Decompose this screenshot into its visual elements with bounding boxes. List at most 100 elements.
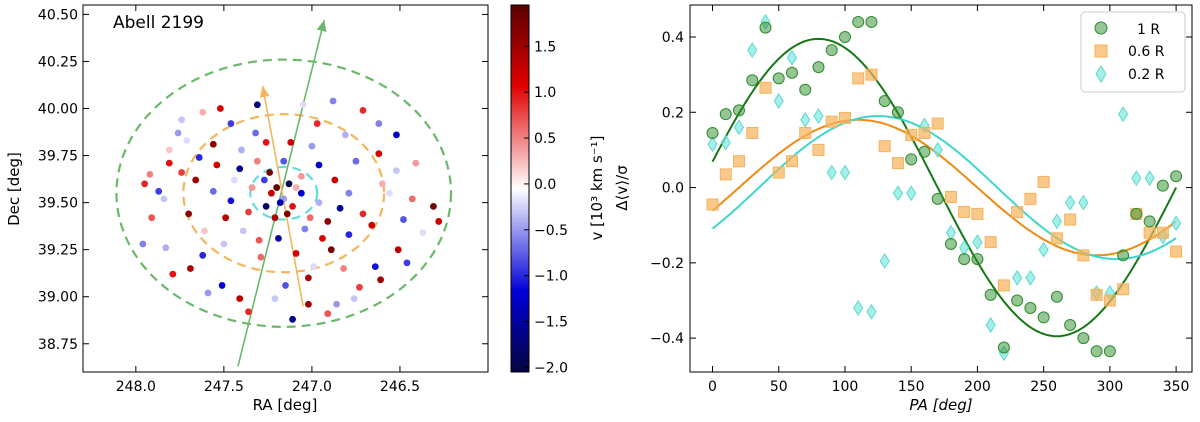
galaxy-point	[368, 221, 376, 229]
galaxy-point	[139, 240, 147, 248]
point-0-6r	[785, 155, 798, 168]
point-0-6r	[825, 115, 838, 128]
point-1r	[825, 44, 838, 57]
galaxy-point	[165, 146, 173, 154]
point-1r	[719, 108, 732, 121]
point-1r	[918, 145, 931, 158]
galaxy-point	[245, 208, 252, 216]
point-0-6r	[799, 126, 812, 139]
galaxy-point	[266, 169, 274, 176]
galaxy-point	[359, 106, 367, 114]
galaxy-point	[435, 218, 443, 225]
aperture-ellipse-0	[115, 58, 453, 328]
galaxy-point	[227, 120, 235, 127]
point-0-6r	[1077, 249, 1090, 262]
pa-x-tick-label: 250	[1030, 379, 1057, 395]
point-0-6r	[984, 236, 997, 249]
galaxy-point	[385, 189, 393, 197]
pa-x-label: PA [deg]	[909, 396, 972, 414]
pa-x-tick-label: 50	[770, 379, 788, 395]
galaxy-point	[209, 140, 217, 148]
galaxy-point	[308, 142, 316, 150]
point-0-6r	[918, 126, 931, 139]
galaxy-point	[430, 202, 437, 210]
galaxy-point	[285, 180, 293, 188]
point-1r	[1143, 215, 1156, 228]
galaxy-point	[313, 120, 321, 127]
pa-x-tick-label: 0	[708, 379, 717, 395]
galaxy-point	[329, 97, 337, 105]
legend-box	[1080, 11, 1186, 93]
pa-x-tick-label: 200	[964, 379, 991, 395]
colorbar-tick-label: 0.0	[534, 177, 556, 193]
sky-x-ticks: 248.0 247.5 247.0 246.5	[116, 5, 420, 395]
point-1r	[997, 341, 1010, 354]
galaxy-point	[155, 187, 163, 195]
galaxy-point	[292, 184, 300, 191]
sky-y-tick-label: 39.50	[38, 196, 78, 212]
sky-x-tick-label: 247.5	[204, 379, 244, 395]
colorbar-tick-label: 1.0	[534, 85, 556, 101]
point-1r	[1156, 179, 1169, 192]
galaxy-point	[280, 157, 288, 165]
galaxy-point	[375, 150, 383, 158]
point-1r	[838, 30, 851, 43]
colorbar-label: v [10³ km s⁻¹]	[588, 135, 606, 240]
colorbar-tick-label: 1.5	[534, 39, 556, 55]
point-1r	[1024, 302, 1037, 315]
galaxy-point	[218, 282, 226, 289]
point-1r	[1050, 290, 1063, 303]
galaxy-point	[403, 259, 411, 267]
galaxy-point	[377, 276, 384, 284]
direction-arrow-head-1	[259, 85, 270, 98]
galaxy-point	[304, 274, 312, 282]
galaxy-point	[260, 176, 268, 184]
point-0-6r	[838, 111, 851, 124]
pa-y-tick-label: −0.4	[650, 331, 684, 347]
point-0-6r	[958, 206, 971, 219]
galaxy-point	[169, 270, 177, 278]
galaxy-point	[201, 227, 208, 235]
legend-marker-0-6r	[1094, 44, 1108, 58]
colorbar-gradient	[510, 4, 530, 373]
galaxy-point	[408, 195, 416, 203]
point-0-6r	[905, 128, 918, 141]
galaxy-point	[393, 167, 400, 175]
galaxy-point	[275, 234, 282, 242]
sky-x-tick-label: 246.5	[380, 379, 420, 395]
point-1r	[746, 74, 759, 87]
galaxy-point	[231, 176, 238, 184]
galaxy-point	[289, 202, 296, 210]
pa-y-ticks: −0.4 −0.2 0.0 0.2 0.4	[650, 30, 1192, 347]
pa-x-tick-label: 300	[1097, 379, 1124, 395]
galaxy-point	[393, 131, 400, 139]
galaxy-point	[345, 189, 353, 197]
galaxy-point	[324, 218, 332, 225]
velocity-colorbar: −2.0 −1.5 −1.0 −0.5 0.0 0.5 1.0 1.5 v [10³ km s…	[510, 4, 606, 376]
point-1r	[905, 153, 918, 166]
legend-marker-1r	[1094, 21, 1108, 35]
galaxy-point	[419, 229, 427, 237]
galaxy-point	[253, 157, 261, 165]
sky-y-tick-label: 39.00	[38, 290, 78, 306]
point-0-2r	[1025, 269, 1036, 286]
point-0-2r	[853, 300, 864, 316]
galaxy-point	[178, 116, 186, 124]
aperture-ellipse-1	[182, 113, 386, 274]
galaxy-point	[262, 202, 270, 210]
galaxy-point	[276, 199, 284, 207]
galaxy-point	[271, 295, 279, 302]
point-0-2r	[1065, 194, 1076, 211]
point-1r	[1011, 294, 1024, 307]
galaxy-point	[310, 263, 318, 271]
point-0-2r	[1051, 213, 1062, 230]
legend-label-1r: 1 R	[1137, 22, 1160, 38]
pa-x-tick-label: 350	[1163, 379, 1190, 395]
point-0-6r	[1011, 206, 1024, 219]
galaxy-point	[350, 295, 358, 302]
point-1r	[799, 83, 812, 96]
sky-y-tick-label: 40.50	[38, 7, 78, 23]
pa-x-tick-label: 100	[832, 379, 859, 395]
pa-x-tick-label: 150	[898, 379, 925, 395]
point-0-2r	[747, 42, 758, 59]
